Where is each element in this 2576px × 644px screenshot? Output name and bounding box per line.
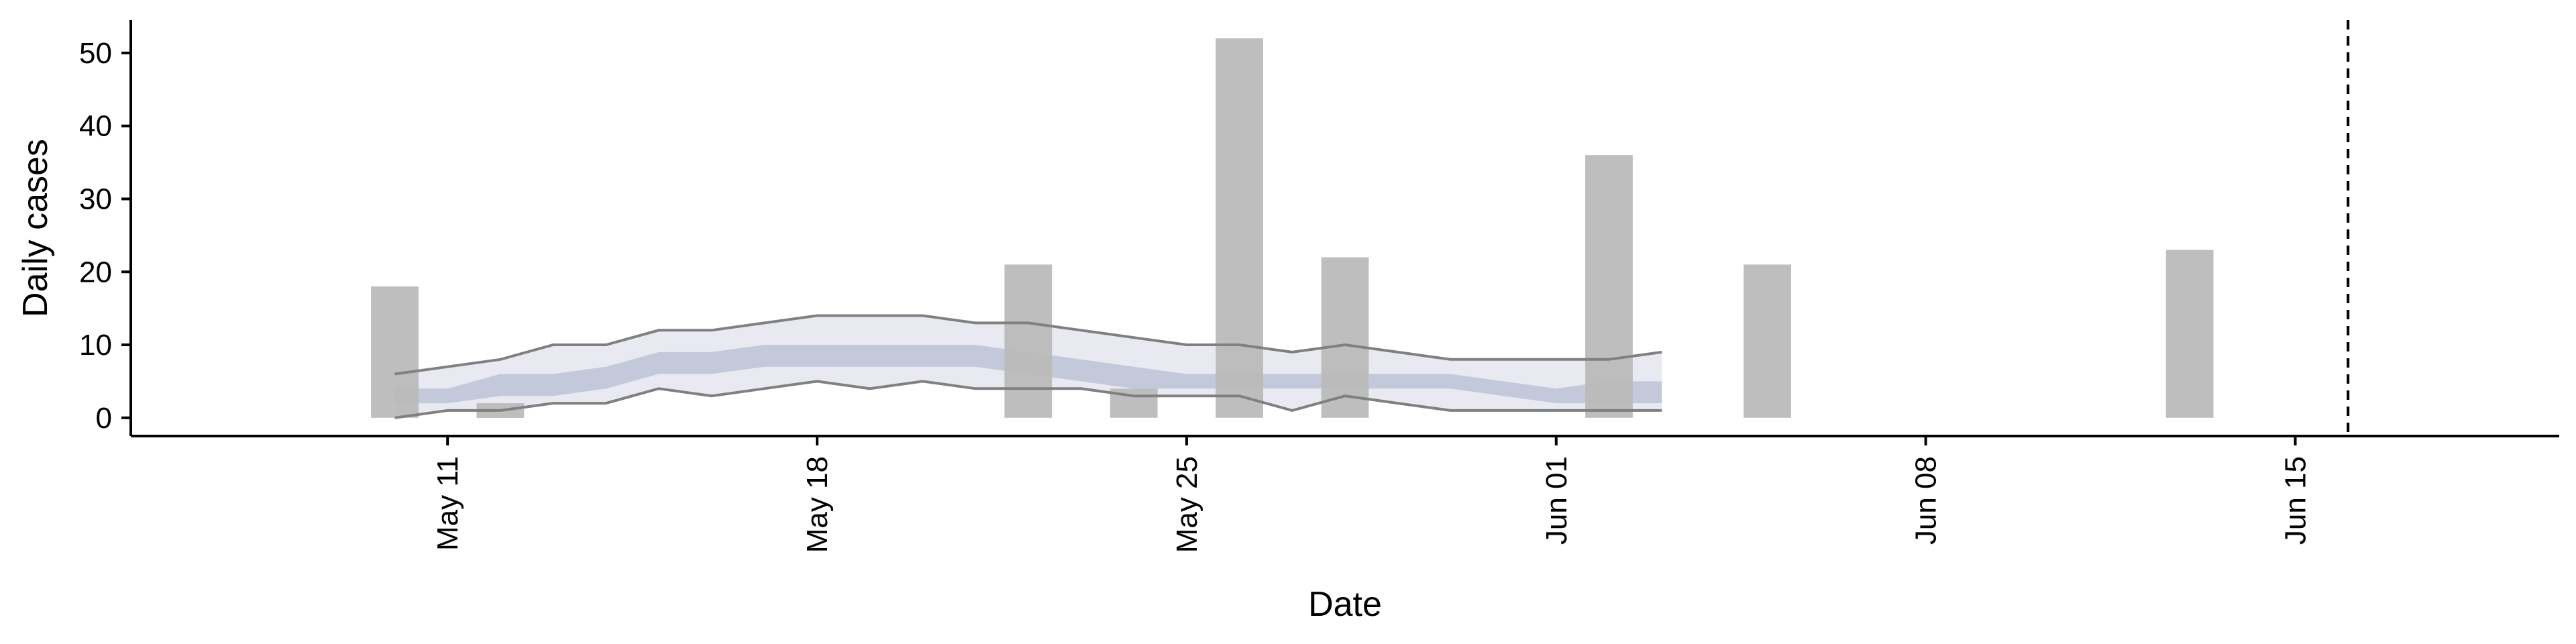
- axes: May 11 May 18 May 25 Jun 01 Jun 08 Jun 15 0 10…: [79, 20, 2559, 553]
- y-tick-label: 10: [79, 329, 112, 362]
- x-axis-title: Date: [1308, 585, 1382, 624]
- bar: [2165, 250, 2214, 418]
- y-tick-label: 0: [96, 402, 112, 435]
- estimate-upper-line: [394, 314, 1662, 376]
- x-tick-label: Jun 15: [2279, 456, 2312, 545]
- y-tick-label: 40: [79, 110, 112, 143]
- estimate-inner-band: [394, 345, 1662, 404]
- x-tick-label: May 18: [801, 456, 834, 553]
- x-tick-label: May 25: [1171, 456, 1203, 553]
- x-tick-label: Jun 01: [1540, 456, 1573, 545]
- bar: [1004, 264, 1053, 418]
- estimate-lower-line: [394, 380, 1662, 419]
- bar: [1585, 155, 1633, 418]
- x-axis-ticks: May 11 May 18 May 25 Jun 01 Jun 08 Jun 15: [431, 436, 2312, 553]
- bar-layer: [371, 38, 2214, 418]
- y-tick-label: 50: [79, 37, 112, 70]
- bar: [1321, 257, 1369, 418]
- plot-area: [371, 20, 2350, 436]
- bar: [1743, 264, 1791, 418]
- y-axis-title: Daily cases: [16, 139, 55, 317]
- y-tick-label: 30: [79, 182, 112, 215]
- bar: [371, 286, 419, 418]
- y-axis-ticks: 0 10 20 30 40 50: [79, 37, 131, 435]
- x-tick-label: Jun 08: [1910, 456, 1943, 545]
- x-tick-label: May 11: [431, 456, 464, 551]
- bar: [1216, 38, 1263, 418]
- estimate-line-layer: [394, 314, 1662, 419]
- y-tick-label: 20: [79, 256, 112, 288]
